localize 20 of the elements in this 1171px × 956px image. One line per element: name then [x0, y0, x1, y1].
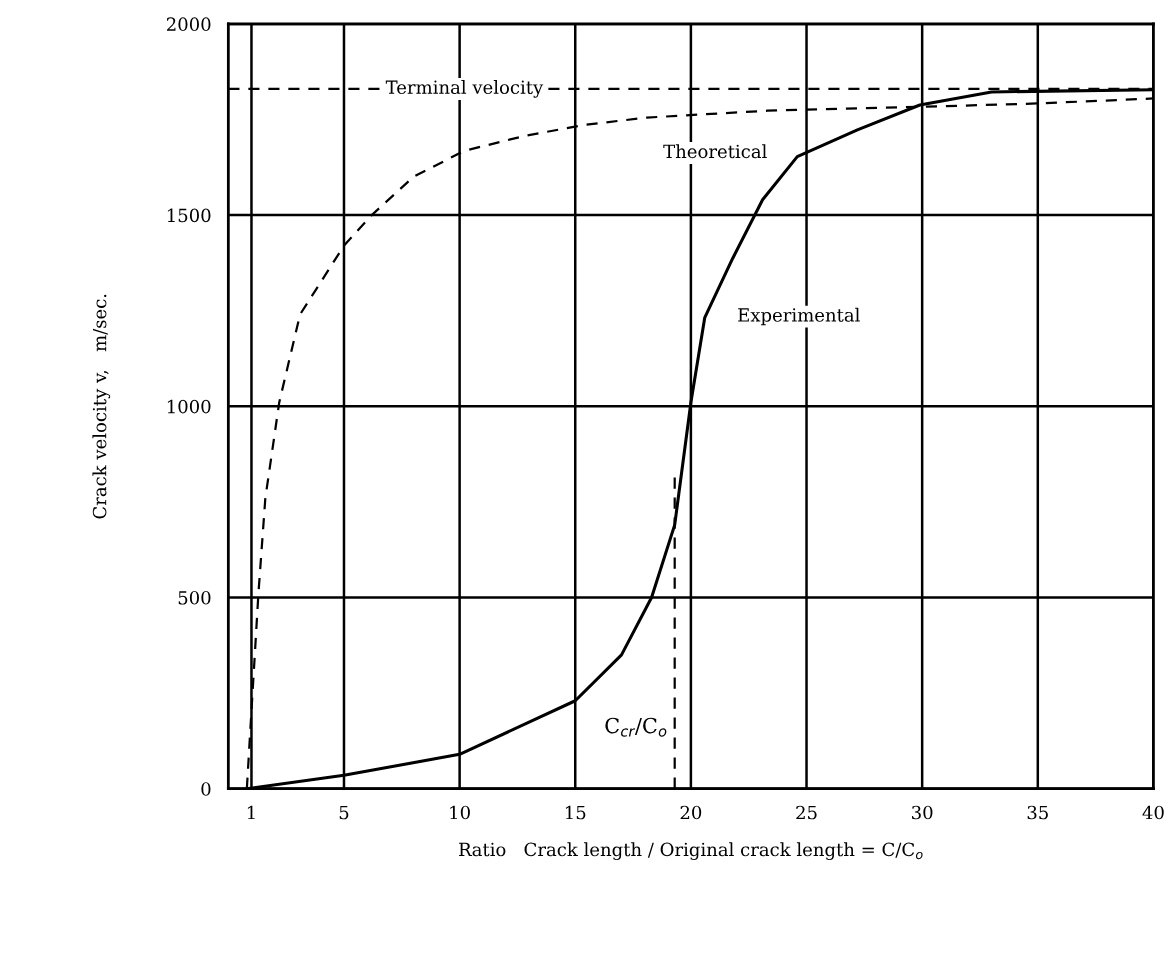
x-tick-label: 10	[450, 805, 470, 820]
y-tick-label: 0	[201, 782, 211, 796]
y-tick-label: 1500	[167, 208, 211, 223]
x-tick-label: 35	[1027, 805, 1048, 820]
y-tick-label: 2000	[166, 17, 211, 32]
x-tick-label: 5	[339, 805, 349, 820]
series-label: Theoretical	[663, 144, 767, 159]
x-tick-label: 25	[796, 805, 817, 820]
x-tick-label: 20	[680, 805, 702, 820]
series-label: Experimental	[738, 307, 860, 326]
x-axis-title: Ratio Crack length / Original crack length = C/C$_{o}$	[459, 842, 923, 861]
x-tick-label: 40	[1142, 805, 1164, 820]
x-tick-label: 15	[565, 805, 586, 820]
y-axis-title: Crack velocity v, m/sec.	[92, 294, 111, 519]
annotation: C$_{cr}$/C$_{o}$	[605, 717, 667, 737]
y-tick-label: 1000	[167, 399, 211, 414]
ref-line-label: Terminal velocity	[385, 80, 544, 98]
x-tick-label: 30	[912, 805, 933, 820]
x-tick-label: 1	[247, 805, 255, 820]
y-tick-label: 500	[178, 590, 211, 605]
